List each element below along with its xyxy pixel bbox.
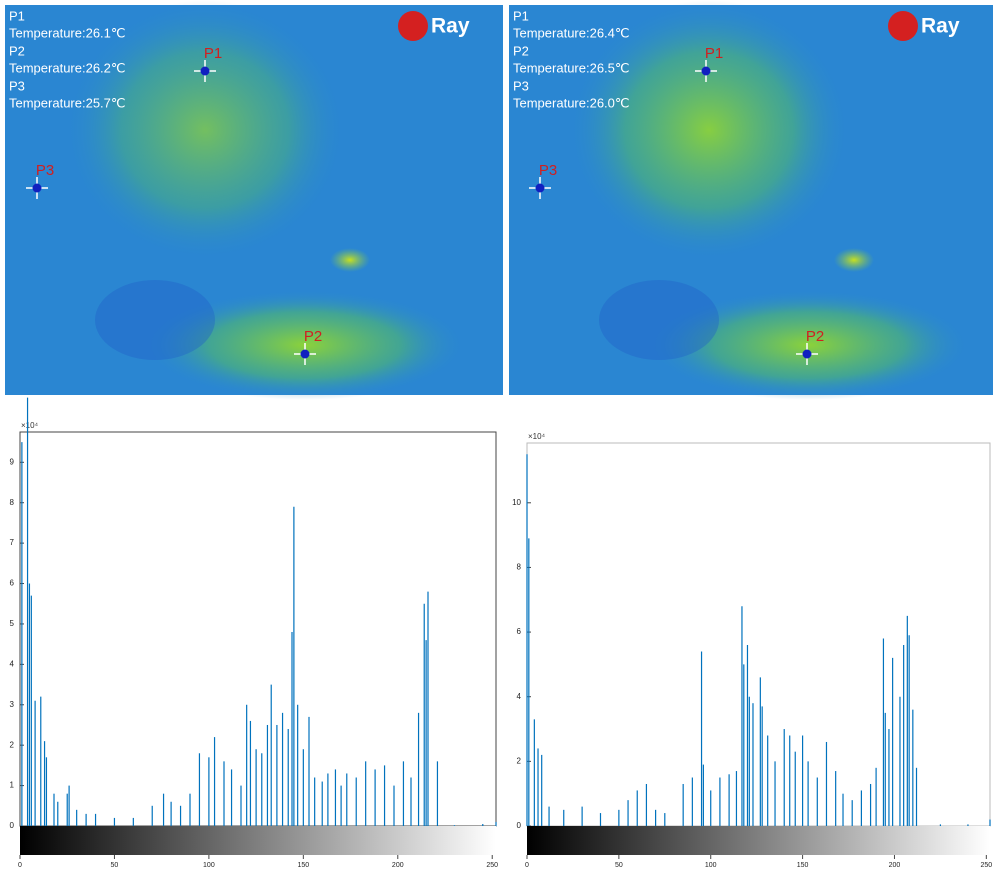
- marker-label: P1: [204, 45, 222, 62]
- readout-temperature: Temperature:26.4℃: [513, 25, 630, 40]
- thermal-image: P1 Temperature:26.1℃ P2 Temperature:26.2℃ P3…: [5, 0, 503, 400]
- x-tick-label: 100: [203, 862, 215, 869]
- readout-label: P3: [9, 78, 25, 93]
- readout-temperature: Temperature:25.7℃: [9, 95, 126, 110]
- hot-spot: [330, 248, 370, 272]
- x-tick-label: 0: [18, 862, 22, 869]
- y-multiplier: ×10⁴: [21, 421, 39, 430]
- readout-label: P2: [513, 43, 529, 58]
- marker-dot: [535, 183, 545, 193]
- y-tick-label: 10: [512, 498, 521, 507]
- x-tick-label: 200: [392, 862, 404, 869]
- marker-dot: [701, 66, 711, 76]
- plot-frame: [526, 442, 991, 827]
- thermal-image: P1 Temperature:26.4℃ P2 Temperature:26.5℃ P3…: [509, 0, 993, 400]
- x-tick-label: 250: [486, 862, 498, 869]
- readout-label: P1: [513, 8, 529, 23]
- y-tick-label: 0: [10, 821, 15, 830]
- x-tick-label: 200: [889, 862, 901, 869]
- y-tick-label: 0: [517, 821, 522, 830]
- grayscale-bar: [527, 826, 990, 855]
- cool-region: [599, 280, 719, 360]
- readout-label: P1: [9, 8, 25, 23]
- cool-region: [95, 280, 215, 360]
- marker-dot: [200, 66, 210, 76]
- marker-label: P2: [806, 328, 824, 345]
- logo-text: Ray: [431, 15, 470, 38]
- marker-dot: [802, 349, 812, 359]
- x-tick-label: 250: [980, 862, 992, 869]
- y-tick-label: 2: [10, 740, 15, 749]
- logo-text: Ray: [921, 15, 960, 38]
- marker-dot: [300, 349, 310, 359]
- y-tick-label: 3: [10, 700, 15, 709]
- warm-region: [569, 0, 849, 260]
- y-tick-label: 7: [10, 538, 15, 547]
- logo-icon: [888, 11, 918, 41]
- y-tick-label: 4: [517, 692, 522, 701]
- marker-label: P1: [705, 45, 723, 62]
- warm-region: [65, 0, 345, 260]
- x-tick-label: 150: [297, 862, 309, 869]
- grayscale-bar: [20, 826, 496, 855]
- y-tick-label: 5: [10, 619, 15, 628]
- x-tick-label: 100: [705, 862, 717, 869]
- marker-label: P2: [304, 328, 322, 345]
- y-tick-label: 6: [10, 579, 15, 588]
- y-tick-label: 2: [517, 756, 522, 765]
- x-tick-label: 50: [615, 862, 623, 869]
- readout-temperature: Temperature:26.5℃: [513, 60, 630, 75]
- y-tick-label: 6: [517, 627, 522, 636]
- x-tick-label: 50: [111, 862, 119, 869]
- readout-label: P3: [513, 78, 529, 93]
- readout-label: P2: [9, 43, 25, 58]
- readout-temperature: Temperature:26.2℃: [9, 60, 126, 75]
- x-tick-label: 0: [525, 862, 529, 869]
- readout-temperature: Temperature:26.1℃: [9, 25, 126, 40]
- readout-temperature: Temperature:26.0℃: [513, 95, 630, 110]
- y-tick-label: 8: [10, 498, 15, 507]
- x-tick-label: 150: [797, 862, 809, 869]
- marker-label: P3: [539, 162, 557, 179]
- y-tick-label: 8: [517, 563, 522, 572]
- logo-icon: [398, 11, 428, 41]
- hot-spot: [834, 248, 874, 272]
- y-multiplier: ×10⁴: [528, 432, 546, 441]
- y-tick-label: 1: [10, 781, 15, 790]
- y-tick-label: 9: [10, 457, 15, 466]
- y-tick-label: 4: [10, 659, 15, 668]
- warm-region: [649, 290, 969, 400]
- marker-label: P3: [36, 162, 54, 179]
- marker-dot: [32, 183, 42, 193]
